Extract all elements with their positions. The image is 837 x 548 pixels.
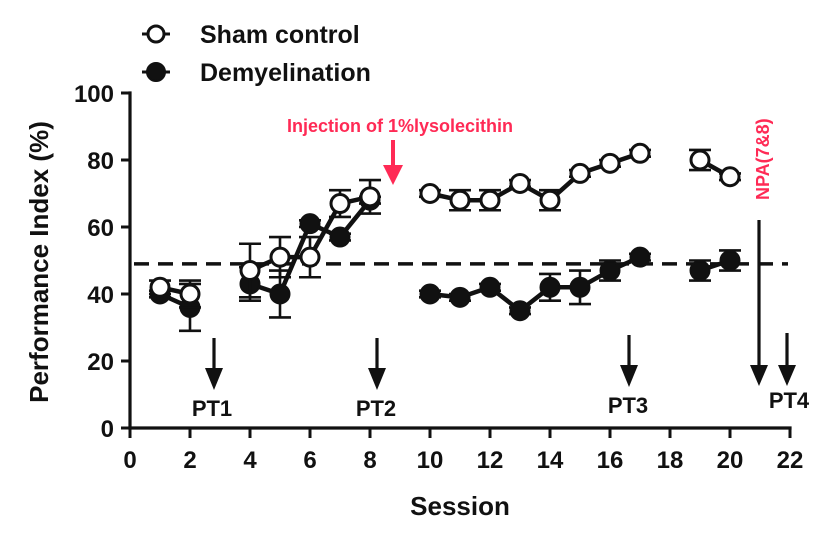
series-sham-control: [149, 142, 741, 309]
filled-circle-marker-icon: [479, 276, 501, 298]
x-axis-title: Session: [410, 491, 510, 521]
open-circle-marker-icon: [299, 246, 321, 268]
open-circle-marker-icon: [419, 183, 441, 204]
x-tick-label: 18: [657, 447, 684, 474]
open-circle-marker-icon: [629, 142, 651, 164]
x-tick-label: 12: [477, 447, 504, 474]
x-tick-label: 16: [597, 447, 624, 474]
filled-circle-marker-icon: [599, 260, 621, 282]
x-tick-label: 8: [363, 447, 376, 474]
injection-annotation: Injection of 1%lysolecithin: [287, 116, 513, 185]
npa-label: NPA(7&8): [753, 118, 773, 200]
y-tick-label: 60: [87, 215, 114, 242]
open-circle-marker-icon: [599, 152, 621, 174]
open-circle-marker-icon: [569, 162, 591, 184]
x-tick-label: 6: [303, 447, 316, 474]
arrow-down-icon: [620, 365, 638, 387]
red-arrow-down-icon: [383, 165, 403, 185]
filled-circle-marker-icon: [419, 283, 441, 305]
legend-label: Sham control: [200, 21, 360, 49]
filled-circle-marker-icon: [509, 300, 531, 322]
x-tick-label: 20: [717, 447, 744, 474]
open-circle-marker-icon: [539, 189, 561, 211]
filled-circle-marker-icon: [269, 283, 291, 305]
arrow-down-icon: [205, 368, 223, 390]
y-tick-label: 80: [87, 148, 114, 175]
filled-circle-marker-icon: [539, 276, 561, 298]
arrow-down-icon: [750, 365, 768, 386]
open-circle-marker-icon: [509, 172, 531, 194]
open-circle-marker-icon: [689, 149, 711, 171]
open-circle-marker-icon: [329, 193, 351, 215]
x-ticks: 0 2 4 6 8 10 12 14 16 18 20 22: [123, 428, 803, 474]
pt4-marker: PT4: [769, 333, 810, 413]
open-circle-marker-icon: [239, 260, 261, 282]
y-tick-label: 20: [87, 349, 114, 376]
legend-item-demyelination: Demyelination: [142, 59, 371, 87]
legend-item-sham-control: Sham control: [142, 21, 360, 49]
axes: [128, 91, 792, 430]
pt3-marker: PT3: [608, 335, 648, 418]
pt2-label: PT2: [356, 396, 396, 421]
x-tick-label: 0: [123, 447, 136, 474]
filled-circle-marker-icon: [569, 276, 591, 298]
filled-circle-marker-icon: [299, 213, 321, 235]
x-tick-label: 4: [243, 447, 257, 474]
filled-circle-marker-icon: [329, 226, 351, 248]
open-circle-marker-icon: [719, 166, 741, 188]
y-tick-label: 0: [101, 416, 114, 443]
pt1-marker: PT1: [192, 338, 232, 421]
x-tick-label: 14: [537, 447, 564, 474]
injection-label: Injection of 1%lysolecithin: [287, 116, 513, 136]
filled-circle-marker-icon: [689, 260, 711, 282]
pt1-label: PT1: [192, 396, 232, 421]
y-tick-label: 100: [74, 81, 114, 108]
npa-annotation: NPA(7&8): [750, 118, 773, 386]
open-circle-marker-icon: [359, 186, 381, 208]
open-circle-marker-icon: [449, 189, 471, 211]
pt4-label: PT4: [769, 388, 810, 413]
open-circle-marker-icon: [479, 189, 501, 211]
x-tick-label: 2: [183, 447, 196, 474]
open-circle-marker-icon: [149, 276, 171, 298]
x-tick-label: 22: [777, 447, 804, 474]
filled-circle-marker-icon: [449, 286, 471, 308]
y-ticks: 0 20 40 60 80 100: [74, 81, 130, 443]
filled-circle-marker-icon: [719, 250, 741, 271]
legend-label: Demyelination: [200, 59, 371, 87]
filled-circle-marker-icon: [146, 62, 166, 82]
x-tick-label: 10: [417, 447, 444, 474]
filled-circle-marker-icon: [629, 246, 651, 268]
y-axis-title: Performance Index (%): [24, 121, 54, 403]
arrow-down-icon: [368, 368, 386, 390]
pt2-marker: PT2: [356, 338, 396, 421]
pt3-label: PT3: [608, 393, 648, 418]
legend: Sham control Demyelination: [142, 21, 371, 87]
series-demyelination: [149, 189, 741, 333]
open-circle-marker-icon: [269, 246, 291, 268]
open-circle-marker-icon: [146, 24, 166, 44]
arrow-down-icon: [778, 365, 796, 386]
open-circle-marker-icon: [179, 283, 201, 305]
y-tick-label: 40: [87, 282, 114, 309]
